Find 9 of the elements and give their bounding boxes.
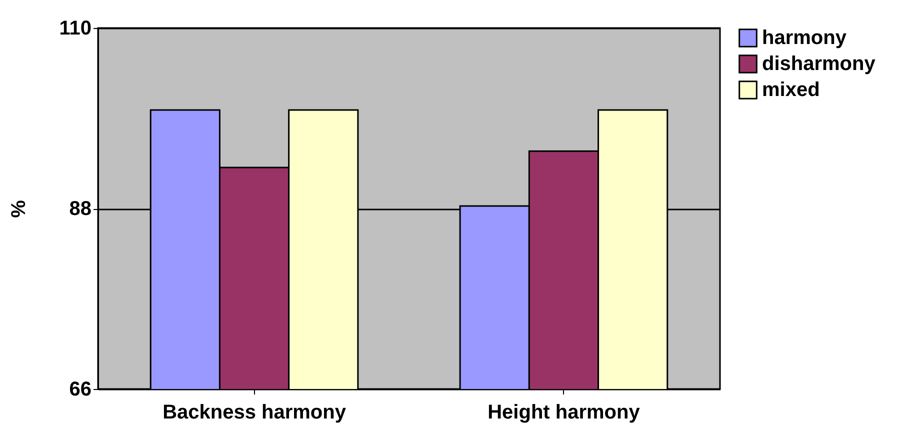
- y-axis-title: %: [8, 200, 30, 218]
- x-tick-label: Height harmony: [488, 402, 641, 424]
- x-tick-label: Backness harmony: [162, 402, 347, 424]
- legend-label: disharmony: [762, 53, 876, 75]
- legend-label: mixed: [762, 79, 820, 101]
- y-tick-label: 88: [69, 198, 92, 220]
- legend-label: harmony: [762, 27, 848, 49]
- y-tick-label: 110: [59, 18, 92, 40]
- y-tick-label: 66: [69, 378, 92, 400]
